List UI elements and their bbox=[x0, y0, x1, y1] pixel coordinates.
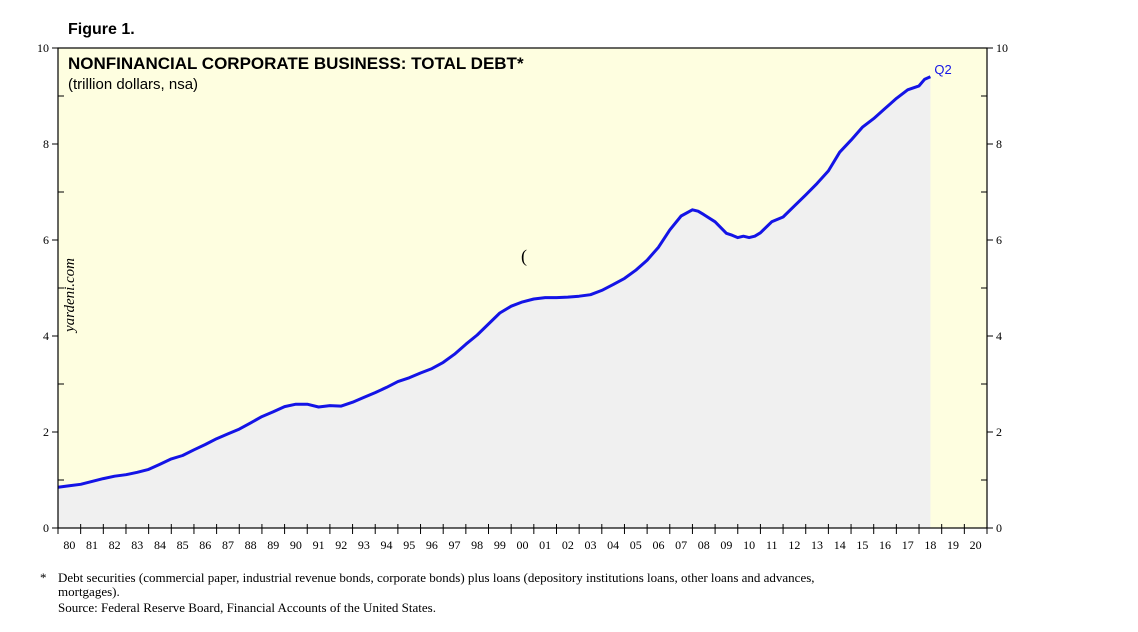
x-tick-label: 11 bbox=[766, 538, 778, 552]
y-tick-label-right: 6 bbox=[996, 233, 1002, 247]
x-tick-label: 99 bbox=[494, 538, 506, 552]
y-tick-label-left: 10 bbox=[37, 41, 49, 55]
data-area bbox=[58, 76, 931, 529]
x-tick-label: 88 bbox=[245, 538, 257, 552]
x-tick-label: 84 bbox=[154, 538, 166, 552]
y-tick-label-left: 8 bbox=[43, 137, 49, 151]
x-tick-label: 87 bbox=[222, 538, 234, 552]
x-tick-label: 13 bbox=[811, 538, 823, 552]
x-tick-label: 90 bbox=[290, 538, 302, 552]
y-tick-label-right: 2 bbox=[996, 425, 1002, 439]
x-tick-label: 19 bbox=[947, 538, 959, 552]
x-tick-label: 91 bbox=[313, 538, 325, 552]
x-tick-label: 18 bbox=[924, 538, 936, 552]
x-tick-label: 01 bbox=[539, 538, 551, 552]
y-tick-label-right: 4 bbox=[996, 329, 1002, 343]
left-y-axis: 0 2 4 6 8 10 bbox=[37, 41, 64, 535]
x-tick-label: 17 bbox=[902, 538, 914, 552]
x-tick-label: 98 bbox=[471, 538, 483, 552]
figure-label: Figure 1. bbox=[68, 21, 135, 38]
x-tick-label: 07 bbox=[675, 538, 687, 552]
x-tick-label: 06 bbox=[652, 538, 664, 552]
x-axis: 80 81 82 83 84 85 86 87 88 89 90 91 92 93 94 95 96 97 98 99… bbox=[57, 524, 988, 552]
y-tick-label-left: 2 bbox=[43, 425, 49, 439]
x-tick-label: 10 bbox=[743, 538, 755, 552]
chart-title: NONFINANCIAL CORPORATE BUSINESS: TOTAL D… bbox=[68, 54, 524, 73]
watermark: yardeni.com bbox=[62, 258, 78, 334]
x-tick-label: 15 bbox=[856, 538, 868, 552]
x-tick-label: 14 bbox=[834, 538, 846, 552]
chart-subtitle: (trillion dollars, nsa) bbox=[68, 76, 198, 93]
x-tick-label: 02 bbox=[562, 538, 574, 552]
x-tick-label: 04 bbox=[607, 538, 619, 552]
y-tick-label-left: 4 bbox=[43, 329, 49, 343]
x-tick-label: 92 bbox=[335, 538, 347, 552]
x-tick-label: 86 bbox=[199, 538, 211, 552]
y-tick-label-right: 10 bbox=[996, 41, 1008, 55]
x-tick-label: 97 bbox=[449, 538, 461, 552]
x-tick-label: 09 bbox=[720, 538, 732, 552]
x-tick-label: 89 bbox=[267, 538, 279, 552]
x-tick-label: 96 bbox=[426, 538, 438, 552]
footnote-source: Source: Federal Reserve Board, Financial… bbox=[58, 600, 436, 615]
x-tick-label: 95 bbox=[403, 538, 415, 552]
footnote-marker: * bbox=[40, 570, 47, 585]
x-tick-label: 94 bbox=[381, 538, 393, 552]
x-tick-label: 05 bbox=[630, 538, 642, 552]
x-tick-label: 82 bbox=[109, 538, 121, 552]
y-tick-label-left: 6 bbox=[43, 233, 49, 247]
y-tick-label-right: 0 bbox=[996, 521, 1002, 535]
x-tick-label: 20 bbox=[970, 538, 982, 552]
y-tick-label-left: 0 bbox=[43, 521, 49, 535]
x-tick-label: 03 bbox=[584, 538, 596, 552]
stray-mark: ( bbox=[521, 246, 527, 267]
footnote-line-2: mortgages). bbox=[58, 584, 120, 599]
x-tick-label: 83 bbox=[131, 538, 143, 552]
x-tick-label: 85 bbox=[177, 538, 189, 552]
y-tick-label-right: 8 bbox=[996, 137, 1002, 151]
footnote-line-1: Debt securities (commercial paper, indus… bbox=[58, 570, 815, 585]
end-label: Q2 bbox=[934, 62, 951, 77]
x-tick-label: 93 bbox=[358, 538, 370, 552]
x-tick-label: 81 bbox=[86, 538, 98, 552]
x-tick-label: 00 bbox=[517, 538, 529, 552]
right-y-axis: 0 2 4 6 8 10 bbox=[981, 41, 1008, 535]
x-tick-label: 08 bbox=[698, 538, 710, 552]
x-tick-label: 80 bbox=[63, 538, 75, 552]
x-tick-label: 16 bbox=[879, 538, 891, 552]
x-tick-label: 12 bbox=[788, 538, 800, 552]
data-line bbox=[57, 75, 931, 489]
